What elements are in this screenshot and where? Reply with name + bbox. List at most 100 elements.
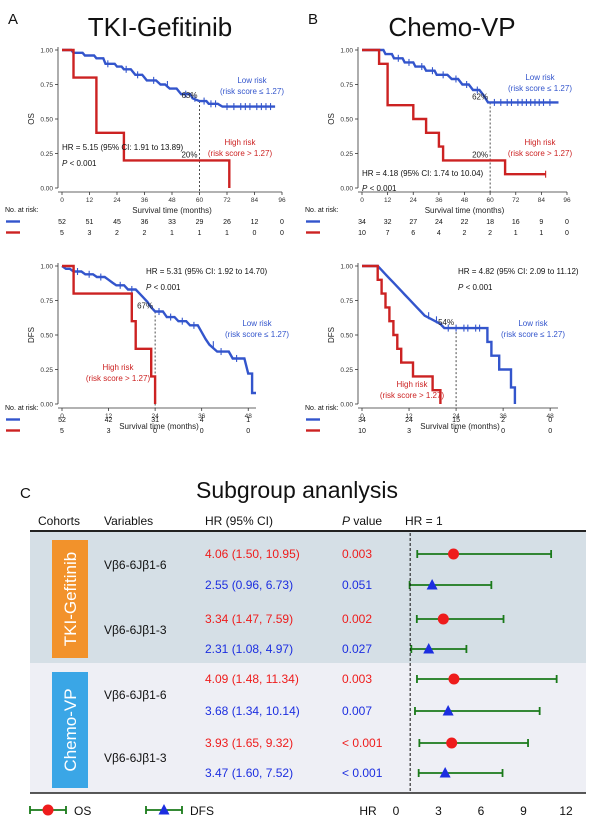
risk-table-cell: 0 [253, 230, 257, 237]
header-p-value: P value [342, 514, 382, 528]
x-axis-label: Survival time (months) [119, 422, 199, 431]
risk-table-cell: 36 [141, 219, 149, 226]
risk-table-cell: 0 [565, 219, 569, 226]
risk-table-cell: 0 [200, 428, 204, 435]
low-risk-curve [362, 264, 517, 404]
x-tick-label: 36 [198, 413, 206, 420]
y-tick-label: 1.00 [40, 264, 53, 271]
low-risk-curve [362, 48, 559, 104]
low-risk-score-label: (risk score ≤ 1.27) [225, 330, 289, 339]
risk-table-cell: 9 [539, 219, 543, 226]
risk-table-cell: 10 [358, 230, 366, 237]
risk-table-cell: 0 [454, 428, 458, 435]
x-tick-label: 48 [245, 413, 253, 420]
x-tick-label: 36 [435, 197, 443, 204]
cohort-label: TKI-Gefitinib [61, 552, 80, 646]
risk-table-cell: 15 [452, 417, 460, 424]
percent-annotation: 62% [472, 92, 488, 101]
cohort-band-chemo [30, 663, 586, 793]
risk-table-cell: 10 [358, 428, 366, 435]
risk-table-title: No. at risk: [5, 405, 39, 412]
percent-annotation: 20% [181, 150, 197, 159]
x-tick-label: 96 [563, 197, 571, 204]
risk-table-cell: 2 [115, 230, 119, 237]
risk-table-cell: 32 [384, 219, 392, 226]
low-risk-label: Low risk [237, 76, 267, 85]
x-tick-label: 36 [141, 197, 149, 204]
dfs-point [442, 705, 454, 716]
hr-ci-text: 2.31 (1.08, 4.97) [205, 642, 293, 656]
header-hr: HR (95% CI) [205, 514, 273, 528]
variable-label: Vβ6-6Jβ1-3 [104, 751, 167, 765]
hr-ci-text: 3.47 (1.60, 7.52) [205, 766, 293, 780]
dfs-point [426, 579, 438, 590]
header-cohorts: Cohorts [38, 514, 80, 528]
forest-title: Subgroup ananlysis [196, 477, 398, 503]
y-tick-label: 1.00 [40, 48, 53, 55]
risk-table-cell: 0 [565, 230, 569, 237]
os-point [446, 737, 458, 749]
low-risk-label: Low risk [525, 73, 555, 82]
risk-table-cell: 1 [170, 230, 174, 237]
risk-table-cell: 1 [225, 230, 229, 237]
x-tick-label: 48 [168, 197, 176, 204]
forest-x-label: HR [359, 804, 377, 818]
risk-table-cell: 27 [409, 219, 417, 226]
low-risk-curve [61, 265, 256, 395]
chart-title-chemo: Chemo-VP [388, 12, 515, 42]
hr-ci-text: 2.55 (0.96, 6.73) [205, 578, 293, 592]
hr-text: HR = 4.82 (95% CI: 2.09 to 11.12) [458, 267, 579, 276]
risk-table-cell: 0 [501, 428, 505, 435]
risk-table-cell: 2 [463, 230, 467, 237]
x-tick-label: 12 [105, 413, 113, 420]
risk-table-cell: 24 [435, 219, 443, 226]
percent-annotation: 67% [137, 302, 153, 311]
x-tick-label: 36 [500, 413, 508, 420]
risk-table-title: No. at risk: [5, 207, 39, 214]
risk-table-cell: 2 [501, 417, 505, 424]
high-risk-score-label: (risk score > 1.27) [508, 149, 573, 158]
risk-table-cell: 0 [548, 428, 552, 435]
p-value-cell: 0.027 [342, 642, 372, 656]
y-tick-label: 0.75 [340, 82, 353, 89]
risk-table-cell: 0 [548, 417, 552, 424]
risk-table-cell: 1 [514, 230, 518, 237]
risk-table-cell: 1 [198, 230, 202, 237]
x-tick-label: 12 [86, 197, 94, 204]
y-tick-label: 0.75 [340, 298, 353, 305]
risk-table-cell: 4 [437, 230, 441, 237]
risk-table-cell: 18 [486, 219, 494, 226]
high-risk-label: High risk [396, 380, 428, 389]
y-tick-label: 0.00 [40, 186, 53, 193]
x-tick-label: 60 [196, 197, 204, 204]
x-tick-label: 0 [360, 197, 364, 204]
high-risk-label: High risk [224, 138, 256, 147]
header-variables: Variables [104, 514, 153, 528]
risk-table-cell: 42 [105, 417, 113, 424]
risk-table-cell: 1 [246, 417, 250, 424]
p-value-cell: 0.003 [342, 547, 372, 561]
panel-label-b: B [308, 11, 318, 28]
x-axis-label: Survival time (months) [425, 206, 505, 215]
risk-table-title: No. at risk: [305, 405, 339, 412]
p-value-cell: 0.002 [342, 612, 372, 626]
p-italic: P [342, 514, 350, 528]
hr-ci-text: 4.06 (1.50, 10.95) [205, 547, 300, 561]
p-italic: P [458, 283, 464, 292]
risk-table-cell: 33 [168, 219, 176, 226]
x-axis-label: Survival time (months) [420, 422, 500, 431]
y-tick-label: 0.25 [340, 367, 353, 374]
p-rest: < 0.001 [67, 159, 97, 168]
low-risk-score-label: (risk score ≤ 1.27) [220, 87, 284, 96]
risk-table-title: No. at risk: [305, 207, 339, 214]
p-value-text: P < 0.001 [146, 283, 181, 292]
hr-text: HR = 4.18 (95% CI: 1.74 to 10.04) [362, 169, 484, 178]
y-tick-label: 1.00 [340, 264, 353, 271]
y-axis-label: DFS [27, 327, 36, 343]
x-tick-label: 0 [360, 413, 364, 420]
forest-x-tick-label: 3 [435, 804, 442, 818]
risk-table-cell: 34 [358, 219, 366, 226]
y-tick-label: 1.00 [340, 48, 353, 55]
y-tick-label: 0.75 [40, 298, 53, 305]
p-value-cell: < 0.001 [342, 766, 383, 780]
